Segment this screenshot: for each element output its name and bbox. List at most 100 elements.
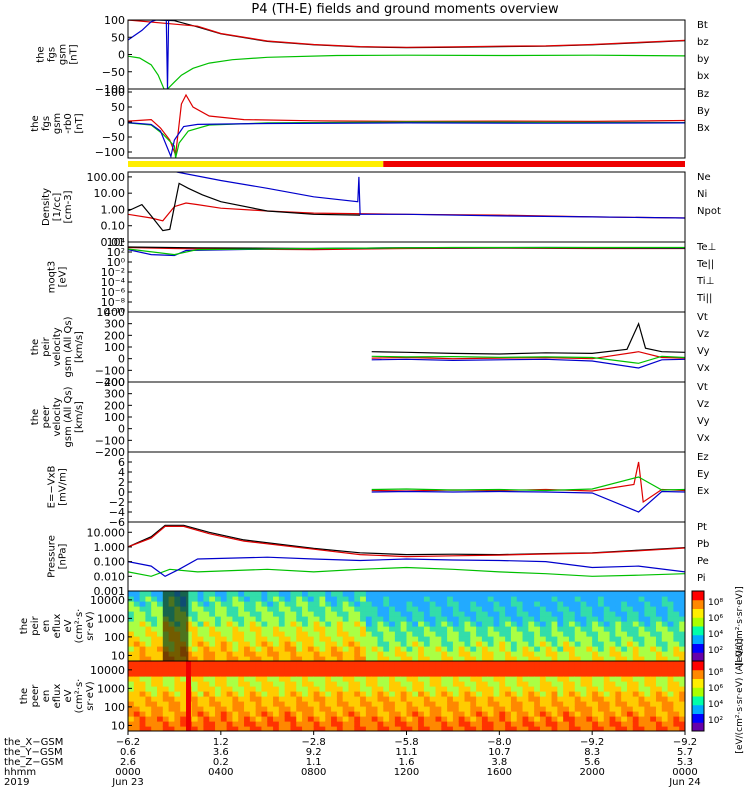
heat-cell [551,606,558,612]
heat-cell [162,716,170,722]
heat-cell [342,681,350,687]
heat-cell [377,646,384,652]
heat-cell [389,721,396,727]
heat-cell [313,711,321,717]
heat-cell [551,651,558,657]
heat-cell [232,626,239,632]
heat-cell [406,626,413,632]
heat-cell [615,721,622,727]
heat-cell [510,681,518,687]
heat-cell [447,611,454,617]
heat-cell [592,666,599,672]
heat-cell [661,596,669,602]
heat-cell [371,616,379,622]
heat-cell [255,676,263,682]
heat-cell [447,621,454,627]
heat-cell [441,601,448,607]
heat-cell [452,666,460,672]
heat-cell [499,631,506,637]
heat-cell [151,621,158,627]
heat-cell [307,596,315,602]
heat-cell [626,631,634,637]
heat-cell [487,641,495,647]
x-tick-label: −9.2 [580,737,604,748]
heat-cell [278,726,286,731]
heat-cell [609,696,616,702]
heat-cell [609,591,616,597]
heat-cell [348,676,355,682]
heat-cell [319,606,326,612]
heat-cell [290,601,297,607]
heat-cell [151,696,158,702]
heat-cell [203,701,210,707]
heat-cell [586,591,593,597]
heat-cell [632,641,640,647]
heat-cell [354,676,361,682]
heat-cell [574,656,582,661]
heat-cell [539,661,547,667]
heat-cell [157,626,164,632]
heat-cell [226,686,234,692]
series-Ni [128,182,361,232]
heat-cell [516,616,524,622]
heat-cell [626,646,634,652]
heat-cell [249,641,257,647]
heat-cell [418,626,425,632]
heat-cell [557,646,564,652]
heat-cell [232,656,239,661]
heat-cell [632,631,640,637]
heat-cell [493,686,500,692]
heat-cell [667,631,674,637]
heat-cell [406,636,413,642]
heat-cell [568,726,576,731]
heat-cell [191,656,199,661]
heat-cell [215,656,222,661]
heat-cell [249,656,257,661]
heat-cell [621,596,628,602]
heat-cell [215,601,222,607]
legend-entry: Vz [697,399,709,410]
heat-cell [400,626,408,632]
y-axis-label-line: the [19,618,30,634]
heat-cell [435,701,442,707]
heat-cell [296,636,303,642]
heat-cell [220,636,228,642]
heat-cell [609,636,616,642]
heat-cell [534,616,541,622]
heat-cell [580,641,587,647]
heat-cell [406,606,413,612]
heat-cell [394,716,402,722]
heat-cell [249,636,257,642]
heat-cell [621,681,628,687]
heat-cell [284,606,292,612]
heat-cell [441,661,448,667]
heat-cell [354,691,361,697]
heat-cell [354,606,361,612]
heat-cell [435,596,442,602]
heat-cell [644,681,651,687]
heat-cell [168,701,176,707]
y-tick-label: 10⁻¹⁰ [96,306,125,319]
heat-cell [493,656,500,661]
heat-cell [429,616,437,622]
heat-cell [296,651,303,657]
series-by [128,54,685,89]
heat-cell [128,591,135,597]
heat-cell [249,711,257,717]
heat-cell [139,651,147,657]
heat-cell [661,631,669,637]
heat-cell [336,671,344,677]
heat-cell [238,651,245,657]
heat-cell [377,716,384,722]
heat-cell [667,611,674,617]
heat-cell [586,701,593,707]
heat-cell [545,626,553,632]
heat-cell [209,726,216,731]
heat-cell [145,611,152,617]
heat-cell [261,676,268,682]
heat-cell [522,681,529,687]
heat-cell [476,716,483,722]
heat-cell [232,726,239,731]
heat-cell [568,611,576,617]
